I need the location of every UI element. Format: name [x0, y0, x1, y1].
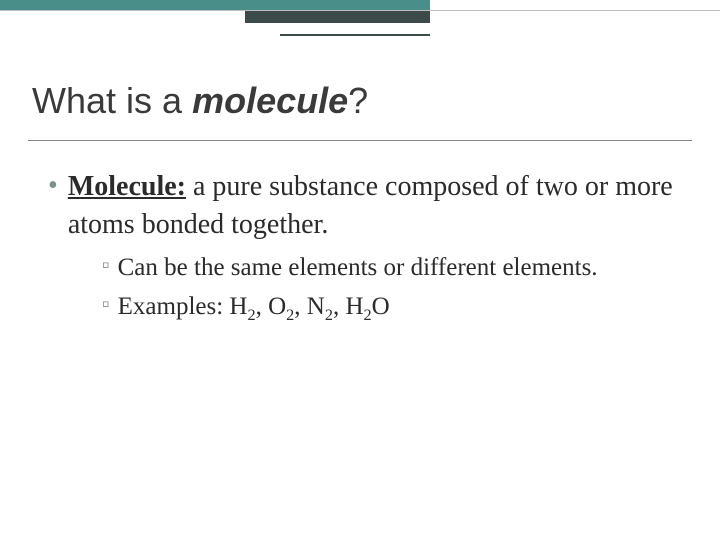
sub-text-2: Examples: H2, O2, N2, H2O [118, 289, 390, 327]
title-suffix: ? [348, 80, 368, 121]
sub-mark-icon: ▫ [102, 289, 110, 320]
slide-title: What is a molecule? [32, 80, 368, 122]
decorative-dark-bar [245, 11, 430, 23]
title-prefix: What is a [32, 80, 192, 121]
decorative-small-line [280, 34, 430, 36]
sub-text-1: Can be the same elements or different el… [118, 250, 598, 285]
sub-mark-icon: ▫ [102, 250, 110, 281]
bullet-mark-icon: • [48, 168, 58, 204]
main-bullet: • Molecule: a pure substance composed of… [48, 168, 678, 330]
bullet-text: Molecule: a pure substance composed of t… [68, 168, 678, 330]
term-molecule: Molecule: [68, 171, 186, 202]
title-underline [28, 140, 692, 141]
sub-bullet-1: ▫ Can be the same elements or different … [102, 250, 678, 285]
examples-formulas: H2, O2, N2, H2O [229, 293, 389, 320]
sub-bullets: ▫ Can be the same elements or different … [102, 250, 678, 327]
examples-prefix: Examples: [118, 293, 230, 320]
title-emph: molecule [192, 80, 348, 121]
sub-bullet-2: ▫ Examples: H2, O2, N2, H2O [102, 289, 678, 327]
slide-content: • Molecule: a pure substance composed of… [48, 168, 678, 334]
decorative-teal-bar [0, 0, 430, 10]
